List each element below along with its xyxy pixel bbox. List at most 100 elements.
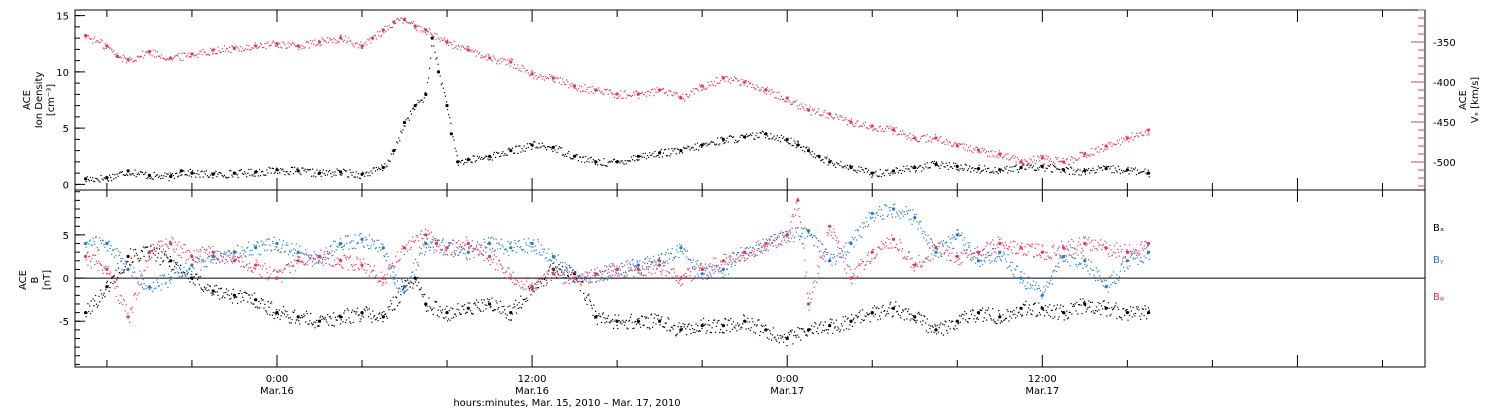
series-top-0-dot	[1114, 167, 1116, 169]
top-left-ylabel-2: Ion Density	[34, 72, 45, 129]
series-bottom-1-dot	[1055, 265, 1057, 267]
series-bottom-2-dot	[108, 272, 110, 274]
series-top-0-dot	[250, 168, 252, 170]
series-top-0-dot	[541, 142, 543, 144]
series-bottom-1-dot	[161, 283, 163, 285]
series-bottom-0-dot	[1053, 305, 1055, 307]
series-top-0-dot	[375, 166, 377, 169]
series-top-0-dot	[955, 162, 957, 165]
series-bottom-0-dot	[1073, 305, 1075, 307]
series-top-1-dot	[1043, 156, 1045, 158]
series-top-1-dot	[228, 51, 230, 53]
series-bottom-0-dot	[368, 308, 370, 310]
series-top-1-dot	[794, 101, 796, 103]
series-bottom-1-dot	[413, 274, 416, 276]
series-bottom-1-dot	[885, 204, 887, 206]
series-top-1-dot	[294, 44, 296, 46]
series-bottom-0-dot	[832, 332, 834, 334]
series-bottom-1-dot	[586, 276, 588, 278]
series-top-1-dot	[935, 134, 937, 136]
series-top-1-dot	[121, 61, 123, 63]
series-top-1-dot	[1000, 152, 1003, 154]
series-top-1-dot	[800, 108, 802, 110]
series-bottom-0-dot	[608, 321, 610, 323]
series-top-0-dot	[313, 175, 315, 177]
series-bottom-1-dot	[1140, 257, 1142, 259]
series-bottom-1-dot	[532, 246, 534, 248]
series-top-1-dot	[415, 28, 417, 30]
series-top-1-point	[573, 84, 577, 88]
series-bottom-1-dot	[192, 260, 194, 262]
series-bottom-1-dot	[1145, 257, 1147, 259]
series-top-1-dot	[679, 95, 681, 97]
series-bottom-1-dot	[515, 251, 518, 253]
series-bottom-0-dot	[383, 311, 385, 313]
series-bottom-1-dot	[703, 267, 706, 269]
series-bottom-1-dot	[1010, 270, 1013, 272]
series-bottom-1-dot	[731, 266, 733, 268]
series-bottom-0	[84, 245, 1151, 347]
series-bottom-1-dot	[562, 272, 564, 274]
series-bottom-1-dot	[206, 266, 208, 268]
series-top-0-dot	[198, 173, 200, 175]
series-top-0-dot	[769, 138, 771, 140]
series-bottom-0-dot	[527, 286, 529, 288]
series-top-0-dot	[559, 147, 561, 149]
series-bottom-1-dot	[533, 250, 535, 252]
series-bottom-0-dot	[831, 319, 833, 321]
top-left-tick-label: 15	[56, 12, 69, 23]
series-top-1-dot	[915, 139, 917, 141]
series-bottom-1-dot	[175, 267, 177, 269]
series-top-1-dot	[389, 27, 391, 29]
series-bottom-1-dot	[763, 245, 765, 247]
series-top-0-dot	[1083, 168, 1085, 170]
series-bottom-1-dot	[111, 253, 113, 255]
series-bottom-0-dot	[710, 332, 712, 334]
series-bottom-2-dot	[91, 258, 93, 260]
series-top-0-dot	[426, 82, 429, 84]
series-bottom-0-dot	[407, 282, 410, 284]
series-bottom-0-dot	[868, 313, 870, 315]
series-top-0-dot	[457, 164, 459, 166]
series-top-1-dot	[190, 56, 193, 58]
series-top-1-dot	[168, 59, 170, 61]
series-top-0-dot	[133, 174, 135, 176]
series-top-1-dot	[1109, 143, 1111, 145]
series-bottom-0-dot	[953, 327, 955, 329]
series-top-0-dot	[143, 173, 145, 176]
series-bottom-0-dot	[481, 302, 484, 304]
series-top-1-dot	[440, 37, 442, 39]
series-bottom-1-dot	[211, 259, 213, 261]
series-top-0-dot	[461, 159, 464, 161]
series-bottom-1-dot	[856, 229, 859, 231]
series-bottom-1-dot	[1064, 260, 1066, 262]
series-bottom-1-dot	[715, 264, 717, 266]
series-bottom-1-dot	[630, 269, 632, 271]
series-top-1-dot	[258, 46, 261, 48]
series-top-1-dot	[575, 88, 577, 90]
series-top-1-dot	[380, 36, 382, 38]
series-top-1-dot	[178, 52, 180, 55]
series-bottom-0-dot	[344, 310, 346, 312]
series-bottom-0-dot	[306, 313, 308, 315]
series-bottom-2-dot	[142, 279, 144, 281]
series-top-0-dot	[588, 161, 590, 163]
series-top-0-dot	[937, 164, 939, 166]
series-bottom-2-point	[955, 254, 959, 259]
series-top-1-dot	[263, 46, 265, 49]
series-bottom-0-dot	[759, 334, 761, 337]
series-bottom-0-dot	[274, 312, 276, 314]
series-top-1-dot	[193, 53, 195, 55]
series-bottom-1-dot	[237, 244, 239, 247]
series-bottom-0-dot	[612, 327, 615, 329]
series-top-1-dot	[287, 42, 289, 44]
series-bottom-0-dot	[969, 318, 971, 320]
series-top-0-dot	[621, 160, 623, 162]
series-top-0-point	[1147, 171, 1151, 175]
series-bottom-1-dot	[623, 275, 626, 277]
series-bottom-1-dot	[324, 259, 326, 261]
series-top-0-dot	[1094, 172, 1096, 174]
series-top-1-dot	[337, 41, 339, 44]
series-top-0-dot	[1125, 170, 1127, 172]
series-bottom-1-dot	[132, 271, 134, 273]
